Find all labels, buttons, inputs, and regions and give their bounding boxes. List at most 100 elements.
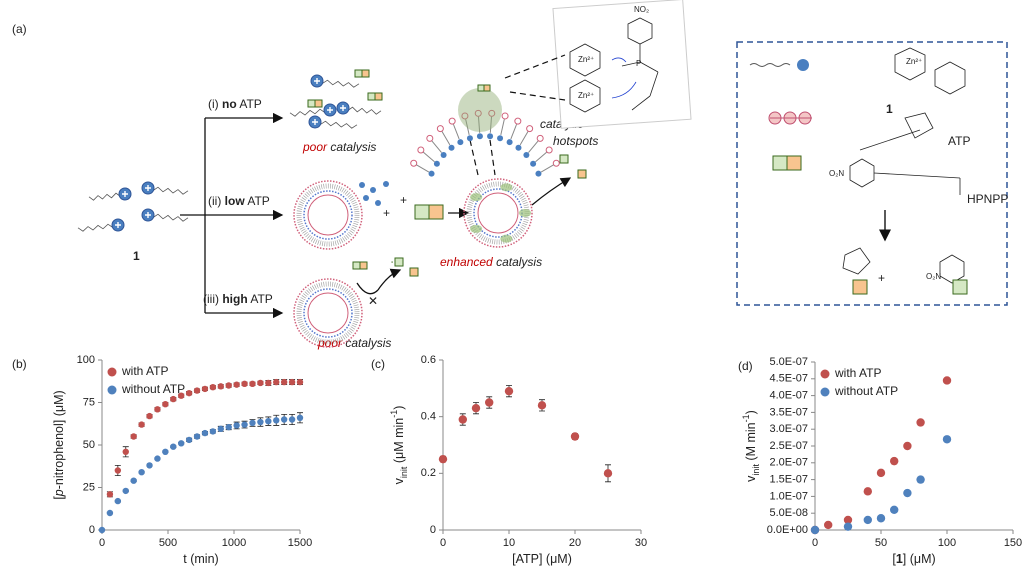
- label-part: init: [751, 464, 761, 476]
- y-tick-label: 4.0E-07: [769, 390, 808, 402]
- data-point: [296, 414, 304, 421]
- bilayer-head-top: [545, 146, 553, 154]
- hotspot-zone: [458, 88, 502, 132]
- bilayer-tail: [489, 116, 493, 133]
- vesicle-tails: [296, 281, 360, 345]
- outcome-label: enhanced catalysis: [440, 255, 542, 269]
- data-point: [178, 392, 185, 399]
- y-tick-label: 50: [83, 439, 95, 451]
- legend-marker: [820, 369, 830, 379]
- data-point: [146, 462, 153, 469]
- bilayer-tail: [441, 131, 451, 146]
- data-point: [824, 520, 833, 530]
- data-point: [193, 387, 201, 394]
- legend-marker: [107, 385, 117, 395]
- data-point: [570, 432, 580, 441]
- bilayer-tail: [477, 116, 481, 133]
- chip-orange: [361, 69, 370, 78]
- data-point: [863, 515, 872, 525]
- data-point: [114, 467, 122, 474]
- panel-label: (d): [738, 359, 753, 373]
- data-point: [504, 386, 514, 396]
- label-part: (M min: [744, 422, 758, 464]
- x-axis-label: [1] (μM): [892, 552, 935, 566]
- bilayer-head-bottom: [497, 135, 504, 142]
- data-point: [942, 435, 952, 444]
- data-point: [138, 469, 145, 476]
- y-axis-label: [p-nitrophenol] (μM): [52, 390, 66, 499]
- hotspot: [500, 234, 513, 243]
- chip-green: [367, 92, 376, 101]
- x-tick-label: 1000: [222, 537, 246, 549]
- outcome-label: poor catalysis: [317, 336, 391, 350]
- data-point: [233, 381, 240, 388]
- panel-label: (c): [371, 357, 385, 371]
- label-part: ): [392, 406, 406, 410]
- data-point: [265, 379, 272, 387]
- bilayer-head-top: [552, 159, 560, 167]
- bilayer-head-top: [536, 134, 544, 142]
- panel-label: (b): [12, 357, 27, 371]
- data-point: [458, 415, 467, 424]
- data-point: [843, 515, 853, 525]
- data-point: [201, 429, 209, 437]
- amphiphile-tail: [289, 108, 331, 117]
- chem-label: P: [636, 59, 641, 68]
- y-tick-label: 0.2: [421, 467, 436, 479]
- data-point: [193, 433, 201, 440]
- bilayer-head-bottom: [487, 133, 494, 140]
- zoom-lines: [469, 54, 566, 176]
- label-part: v: [744, 475, 758, 482]
- data-point: [130, 477, 137, 484]
- data-point: [257, 418, 264, 426]
- bilayer-head-top: [474, 109, 482, 117]
- y-tick-label: 25: [83, 481, 95, 493]
- data-point: [438, 454, 448, 464]
- legend-box: [736, 41, 1008, 306]
- vesicle-core: [477, 192, 519, 234]
- branch-label: (i) no ATP: [208, 97, 262, 111]
- x-tick-label: 150: [1004, 537, 1022, 549]
- chem-label: O₂N: [829, 169, 844, 178]
- data-point: [185, 436, 193, 444]
- data-point: [106, 491, 114, 498]
- label-part: [: [52, 496, 66, 500]
- bilayer-tail: [422, 151, 435, 163]
- data-point: [122, 448, 129, 455]
- data-point: [170, 443, 177, 450]
- data-point: [225, 423, 232, 431]
- chip-orange: [314, 99, 323, 108]
- bilayer-head-top: [526, 125, 534, 133]
- chem-label: Zn²⁺: [578, 55, 594, 64]
- free-amphiphile: [383, 181, 389, 187]
- panel-label: (a): [12, 22, 27, 36]
- plus-mark: [122, 191, 128, 197]
- hotspot: [470, 224, 483, 233]
- data-point: [810, 525, 820, 535]
- x-tick-label: 0: [99, 537, 105, 549]
- y-tick-label: 3.0E-07: [769, 423, 808, 435]
- bilayer-head-bottom: [530, 160, 537, 167]
- y-tick-label: 4.5E-07: [769, 373, 808, 385]
- legend-label: without ATP: [121, 382, 185, 396]
- y-tick-label: 0.0E+00: [767, 524, 808, 536]
- data-point: [876, 514, 886, 523]
- bilayer-tail: [519, 131, 529, 146]
- bilayer-head-top: [501, 112, 509, 120]
- label-part: init: [399, 466, 409, 478]
- data-point: [154, 455, 161, 462]
- data-point: [178, 440, 185, 447]
- data-point: [471, 403, 481, 413]
- y-tick-label: 0.6: [421, 354, 436, 366]
- amphiphile-tail: [77, 223, 119, 232]
- vesicle-core: [307, 194, 349, 236]
- label-part: [: [892, 552, 896, 566]
- bilayer-head-top: [448, 117, 456, 125]
- y-tick-label: 75: [83, 396, 95, 408]
- data-point: [154, 406, 161, 413]
- data-point: [122, 487, 129, 495]
- vesicle-inner: [303, 288, 353, 338]
- data-point: [273, 378, 280, 386]
- plus-sign: +: [383, 206, 390, 220]
